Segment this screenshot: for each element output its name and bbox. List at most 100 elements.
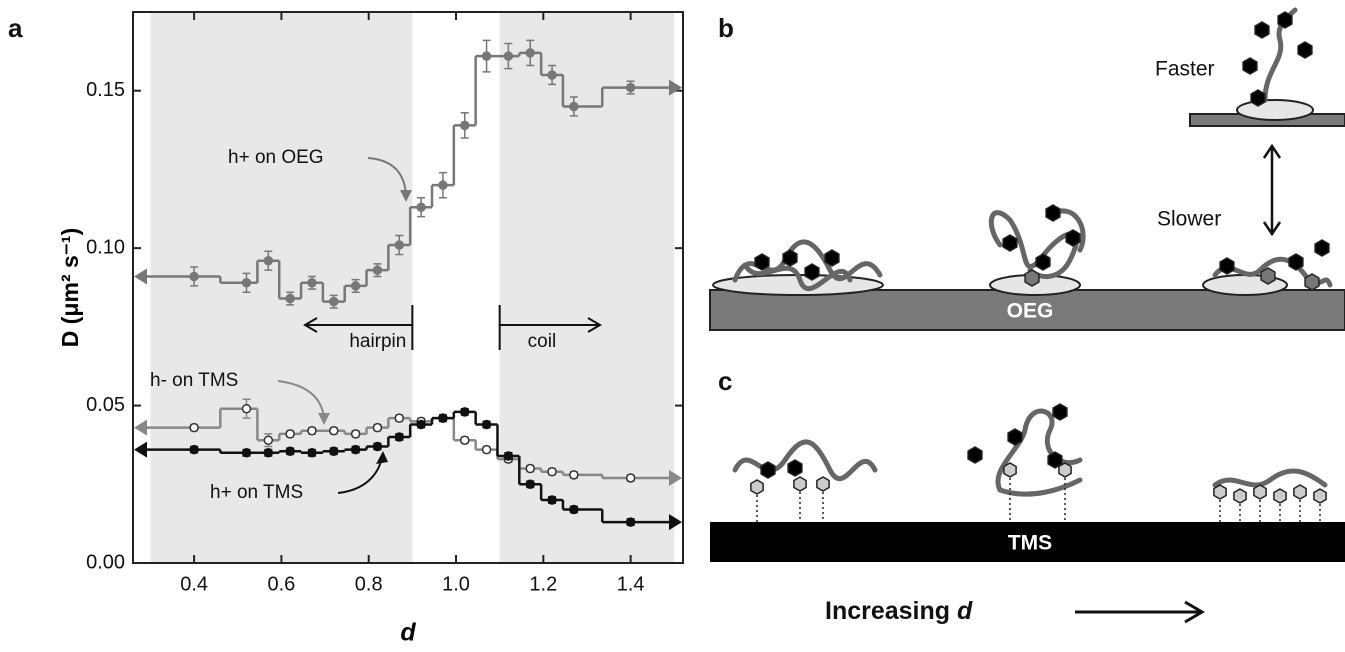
hexagon xyxy=(1007,428,1023,446)
hexagon xyxy=(750,479,764,495)
hexagon xyxy=(1293,484,1307,500)
hexagon xyxy=(1253,484,1267,500)
label: Increasing d xyxy=(825,597,973,625)
tms-surface xyxy=(710,522,1345,562)
data-point xyxy=(263,255,274,266)
data-point xyxy=(438,180,448,190)
data-point xyxy=(625,473,636,483)
hexagon xyxy=(1002,234,1018,252)
hexagon xyxy=(1024,269,1040,287)
hexagon xyxy=(1242,57,1258,75)
x-tick-label: 1.4 xyxy=(617,573,645,595)
hexagon xyxy=(787,459,803,477)
data-point xyxy=(481,51,492,61)
hexagon xyxy=(967,446,983,464)
end-arrow xyxy=(669,469,682,486)
data-point xyxy=(547,70,557,80)
hexagon xyxy=(1058,462,1072,478)
hexagon xyxy=(782,249,798,267)
x-tick-label: 0.6 xyxy=(268,573,296,595)
hexagon xyxy=(754,253,770,271)
y-tick-label: 0.15 xyxy=(86,79,125,101)
hexagon xyxy=(1250,89,1266,107)
end-arrow xyxy=(669,79,682,96)
hexagon xyxy=(1035,253,1051,271)
data-point xyxy=(189,444,199,455)
annotation: hairpin xyxy=(349,331,406,352)
y-tick-label: 0.00 xyxy=(86,551,125,573)
annotation: coil xyxy=(528,331,557,352)
label: Faster xyxy=(1155,58,1215,81)
hexagon xyxy=(1052,403,1068,421)
data-point xyxy=(329,446,339,456)
data-point xyxy=(307,426,317,436)
regime-marker xyxy=(303,305,414,350)
data-point xyxy=(350,444,361,455)
polymer xyxy=(995,408,1083,497)
data-point xyxy=(481,419,492,430)
hexagon xyxy=(1233,488,1247,504)
hexagon xyxy=(1314,239,1330,257)
y-tick-label: 0.05 xyxy=(86,394,125,416)
arrow xyxy=(1075,600,1205,624)
panel-label: a xyxy=(8,13,23,43)
data-point xyxy=(372,265,383,275)
footprint xyxy=(1236,99,1314,121)
label-var: d xyxy=(957,597,973,625)
annotation: h+ on OEG xyxy=(228,147,324,168)
hexagon xyxy=(793,476,807,492)
hexagon xyxy=(1065,229,1081,247)
data-point xyxy=(307,448,317,458)
hexagon xyxy=(824,249,840,267)
data-point xyxy=(285,293,295,304)
data-point xyxy=(625,517,636,527)
panel-label: b xyxy=(718,13,734,43)
data-point xyxy=(438,413,448,423)
data-point xyxy=(372,422,383,433)
data-point xyxy=(329,296,339,307)
arrowhead xyxy=(318,413,330,425)
data-point xyxy=(307,278,317,288)
data-point xyxy=(525,479,535,490)
data-point xyxy=(394,413,405,423)
hexagon xyxy=(816,476,830,492)
data-point xyxy=(481,444,492,455)
end-arrow xyxy=(669,514,682,531)
hexagon xyxy=(1254,21,1270,39)
hexagon xyxy=(804,263,820,281)
hexagon xyxy=(1219,257,1235,275)
double-arrow xyxy=(1262,143,1282,237)
data-point xyxy=(372,441,383,452)
y-tick-label: 0.10 xyxy=(86,236,125,258)
diagram: OEG Faster Slower TMS Increasing d xyxy=(709,7,1345,625)
hexagon xyxy=(1045,204,1061,222)
annotation: h+ on TMS xyxy=(210,482,303,503)
hexagon xyxy=(1273,488,1287,504)
hexagon xyxy=(1297,41,1313,59)
data-point xyxy=(525,48,535,58)
data-point xyxy=(263,448,274,458)
data-point xyxy=(350,429,361,439)
data-point xyxy=(350,281,361,291)
shaded-region xyxy=(499,12,675,563)
arrowhead xyxy=(376,451,388,464)
hexagon xyxy=(1304,273,1320,291)
data-point xyxy=(285,446,295,456)
shaded-region xyxy=(150,12,413,563)
plot: 0.00 0.05 0.10 0.15 0.4 0.6 0.8 1.0 1.2 1.4 d D (μm… xyxy=(57,11,684,647)
data-point xyxy=(329,426,339,436)
x-axis-label: d xyxy=(400,619,416,647)
data-point xyxy=(503,51,514,61)
panel-label: c xyxy=(718,366,732,396)
hexagon xyxy=(1047,451,1063,469)
data-point xyxy=(569,101,579,112)
arrowhead xyxy=(400,190,412,202)
data-point xyxy=(416,202,426,212)
polymer xyxy=(732,439,878,481)
end-arrow xyxy=(134,419,147,436)
data-point xyxy=(569,470,579,480)
hexagon xyxy=(1313,488,1327,504)
data-point xyxy=(189,422,199,433)
y-axis-label: D (μm² s⁻¹) xyxy=(57,228,83,347)
